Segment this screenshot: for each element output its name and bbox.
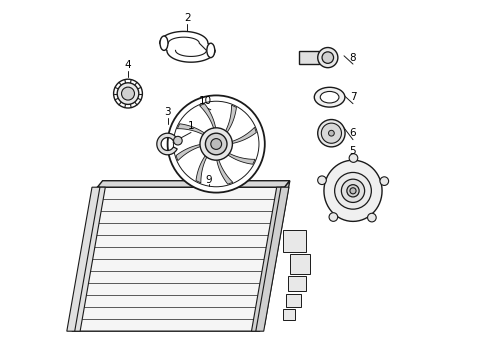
Polygon shape <box>176 144 204 161</box>
FancyBboxPatch shape <box>283 309 295 320</box>
Polygon shape <box>324 160 382 221</box>
Circle shape <box>335 172 371 209</box>
Polygon shape <box>72 187 105 331</box>
Polygon shape <box>157 133 178 155</box>
Circle shape <box>349 154 358 162</box>
Text: 1: 1 <box>188 121 195 131</box>
Polygon shape <box>196 153 209 183</box>
Circle shape <box>318 176 326 185</box>
Circle shape <box>318 120 345 147</box>
Text: 7: 7 <box>350 92 356 102</box>
Text: 10: 10 <box>199 96 212 106</box>
Circle shape <box>347 185 359 197</box>
FancyBboxPatch shape <box>290 254 310 274</box>
Circle shape <box>205 133 227 155</box>
Polygon shape <box>98 181 290 187</box>
Polygon shape <box>225 152 255 164</box>
Circle shape <box>200 128 232 160</box>
Circle shape <box>173 101 259 187</box>
Circle shape <box>211 139 221 149</box>
FancyBboxPatch shape <box>286 294 301 307</box>
Circle shape <box>380 177 389 185</box>
Polygon shape <box>216 157 233 184</box>
Circle shape <box>328 130 334 136</box>
Polygon shape <box>67 187 100 331</box>
Polygon shape <box>256 187 289 331</box>
Ellipse shape <box>320 91 339 103</box>
Circle shape <box>173 136 182 145</box>
Circle shape <box>342 179 365 202</box>
Text: 3: 3 <box>164 107 171 117</box>
Circle shape <box>318 48 338 68</box>
Text: 2: 2 <box>184 13 191 23</box>
Ellipse shape <box>207 43 215 58</box>
FancyBboxPatch shape <box>288 276 306 291</box>
Polygon shape <box>72 187 285 331</box>
Polygon shape <box>259 181 290 331</box>
FancyBboxPatch shape <box>283 230 306 252</box>
Circle shape <box>117 83 139 104</box>
Text: 4: 4 <box>124 60 131 70</box>
Circle shape <box>321 123 342 143</box>
Polygon shape <box>224 105 237 135</box>
FancyBboxPatch shape <box>299 51 319 64</box>
Ellipse shape <box>160 36 168 50</box>
Polygon shape <box>229 127 256 144</box>
Text: 9: 9 <box>206 175 212 185</box>
Circle shape <box>168 95 265 193</box>
Polygon shape <box>199 104 216 131</box>
Text: 5: 5 <box>350 146 356 156</box>
Circle shape <box>122 87 134 100</box>
Circle shape <box>329 213 338 221</box>
Circle shape <box>350 188 356 194</box>
Polygon shape <box>177 124 207 136</box>
Polygon shape <box>251 187 285 331</box>
Text: 6: 6 <box>350 128 356 138</box>
Ellipse shape <box>314 87 345 107</box>
Circle shape <box>368 213 376 222</box>
Circle shape <box>322 52 334 63</box>
Text: 8: 8 <box>350 53 356 63</box>
Polygon shape <box>160 31 215 62</box>
